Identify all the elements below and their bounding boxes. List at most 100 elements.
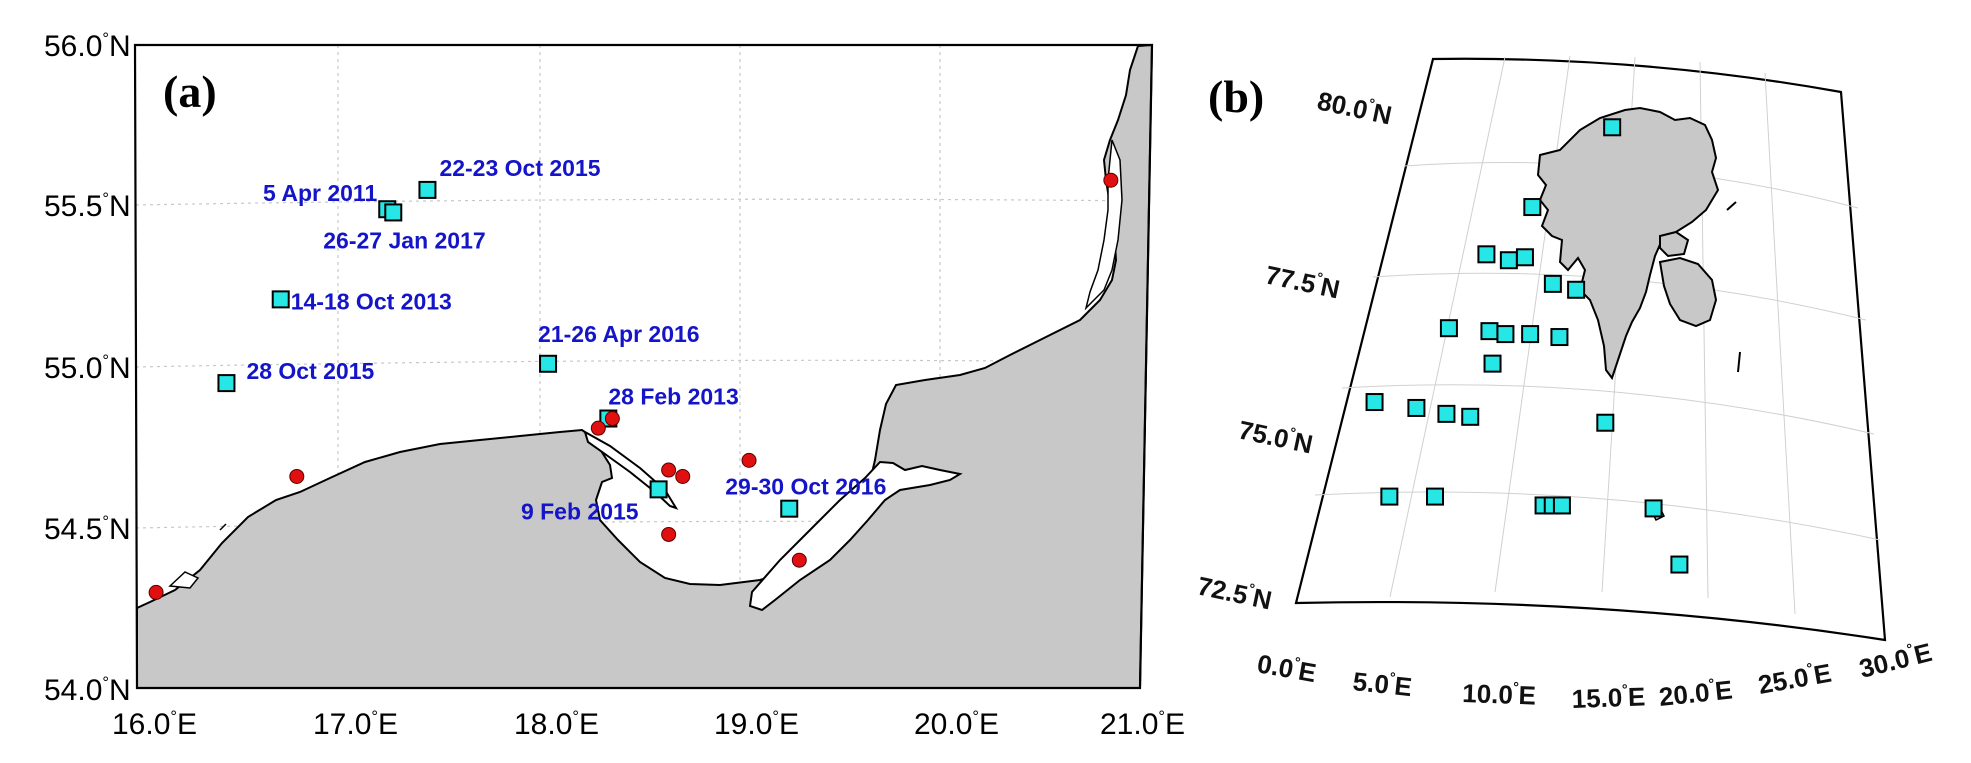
svg-text:72.5°N: 72.5°N <box>1195 571 1275 616</box>
degree-mark: ° <box>1247 581 1256 598</box>
coastal-lake <box>168 571 200 589</box>
degree-mark: ° <box>102 30 109 48</box>
station-dot-marker <box>661 526 677 542</box>
svg-text:25.0°E: 25.0°E <box>1756 658 1834 700</box>
svg-text:56.0°N: 56.0°N <box>44 30 131 63</box>
station-square-marker <box>1496 325 1515 344</box>
degree-mark: ° <box>1389 670 1397 687</box>
event-square-marker <box>418 180 437 199</box>
hemisphere-suffix: E <box>1518 680 1536 711</box>
event-square-marker <box>649 480 668 499</box>
degree-mark: ° <box>1513 680 1520 696</box>
map-panel-a: (a) 56.0°N 55.5°N 55.0°N 54.5°N 54.0°N 1… <box>44 30 1185 741</box>
lat-tick: 80.0 <box>1315 86 1371 126</box>
hemisphere-suffix: N <box>109 190 131 223</box>
kong-karls-land <box>1726 201 1737 211</box>
lon-tick: 25.0 <box>1756 662 1811 700</box>
station-dot-marker <box>661 462 677 478</box>
svg-text:21.0°E: 21.0°E <box>1100 708 1185 741</box>
station-markers <box>148 172 1119 600</box>
lat-tick: 56.0 <box>44 30 102 63</box>
svg-text:54.5°N: 54.5°N <box>44 513 131 546</box>
event-square-marker <box>271 290 290 309</box>
degree-mark: ° <box>572 708 579 726</box>
station-dot-marker <box>604 411 620 427</box>
hemisphere-suffix: E <box>1911 637 1935 670</box>
station-square-marker <box>1521 325 1540 344</box>
hemisphere-suffix: E <box>579 708 599 741</box>
lon-tick: 16.0 <box>112 708 170 741</box>
station-dot-marker <box>289 468 305 484</box>
event-label: 29-30 Oct 2016 <box>725 474 886 500</box>
hemisphere-suffix: E <box>979 708 999 741</box>
hemisphere-suffix: E <box>1627 681 1645 712</box>
degree-mark: ° <box>102 513 109 531</box>
hemisphere-suffix: N <box>109 352 131 385</box>
event-label: 26-27 Jan 2017 <box>323 227 485 253</box>
degree-mark: ° <box>1622 682 1629 698</box>
svg-text:15.0°E: 15.0°E <box>1571 681 1646 714</box>
lon-tick: 17.0 <box>313 708 371 741</box>
lat-tick: 72.5 <box>1195 571 1251 611</box>
event-square-marker <box>539 354 558 373</box>
lon-tick: 20.0 <box>914 708 972 741</box>
hemisphere-suffix: N <box>109 30 131 63</box>
station-square-marker <box>1670 555 1689 574</box>
svg-text:80.0°N: 80.0°N <box>1315 86 1395 131</box>
lat-tick: 55.5 <box>44 190 102 223</box>
lat-tick: 55.0 <box>44 352 102 385</box>
event-label: 21-26 Apr 2016 <box>538 321 700 347</box>
svg-text:5.0°E: 5.0°E <box>1351 666 1413 702</box>
degree-mark: ° <box>1367 96 1376 113</box>
hemisphere-suffix: E <box>779 708 799 741</box>
station-square-marker <box>1499 251 1518 270</box>
vistula-lagoon <box>748 460 963 612</box>
hemisphere-suffix: N <box>109 513 131 546</box>
panel-label-b: (b) <box>1208 71 1264 122</box>
lon-ticks-b: 0.0°E 5.0°E 10.0°E 15.0°E 20.0°E 25.0°E … <box>1255 637 1935 714</box>
hemisphere-suffix: E <box>1165 708 1185 741</box>
svg-text:55.0°N: 55.0°N <box>44 352 131 385</box>
event-square-marker <box>384 203 403 222</box>
station-square-marker <box>1437 404 1456 423</box>
degree-mark: ° <box>170 708 177 726</box>
svg-text:54.0°N: 54.0°N <box>44 674 131 707</box>
station-square-marker <box>1550 328 1569 347</box>
svg-text:0.0°E: 0.0°E <box>1255 648 1319 688</box>
land-svalbard <box>1536 106 1720 381</box>
lon-tick: 20.0 <box>1657 677 1710 712</box>
station-square-marker <box>1596 413 1615 432</box>
station-square-marker <box>1603 118 1622 137</box>
station-dot-marker <box>791 552 807 568</box>
station-square-marker <box>1407 398 1426 417</box>
station-square-marker <box>1365 393 1384 412</box>
degree-mark: ° <box>1158 708 1165 726</box>
lon-tick: 21.0 <box>1100 708 1158 741</box>
map-panel-b: (b) 80.0°N 77.5°N 75.0°N 72.5°N 0.0°E 5.… <box>1195 55 1935 714</box>
svg-text:30.0°E: 30.0°E <box>1856 637 1935 684</box>
svg-text:20.0°E: 20.0°E <box>1657 674 1733 712</box>
event-label: 5 Apr 2011 <box>263 180 377 206</box>
event-label: 28 Oct 2015 <box>246 358 374 384</box>
lon-tick: 0.0 <box>1255 648 1296 684</box>
land-edgeoya <box>1658 256 1718 328</box>
station-square-marker <box>1483 354 1502 373</box>
lat-tick: 77.5 <box>1263 260 1319 300</box>
event-label: 9 Feb 2015 <box>521 498 639 524</box>
hemisphere-suffix: E <box>1296 656 1318 689</box>
degree-mark: ° <box>1905 641 1915 658</box>
hemisphere-suffix: E <box>1393 671 1413 703</box>
svg-text:19.0°E: 19.0°E <box>714 708 799 741</box>
station-square-marker <box>1461 407 1480 426</box>
degree-mark: ° <box>102 352 109 370</box>
degree-mark: ° <box>972 708 979 726</box>
station-dot-marker <box>148 584 164 600</box>
degree-mark: ° <box>1288 425 1297 442</box>
station-square-marker <box>1644 499 1663 518</box>
hemisphere-suffix: N <box>109 674 131 707</box>
degree-mark: ° <box>1293 655 1302 672</box>
svg-text:20.0°E: 20.0°E <box>914 708 999 741</box>
event-square-marker <box>217 374 236 393</box>
panel-label-a: (a) <box>163 66 217 117</box>
event-label: 14-18 Oct 2013 <box>291 288 452 314</box>
